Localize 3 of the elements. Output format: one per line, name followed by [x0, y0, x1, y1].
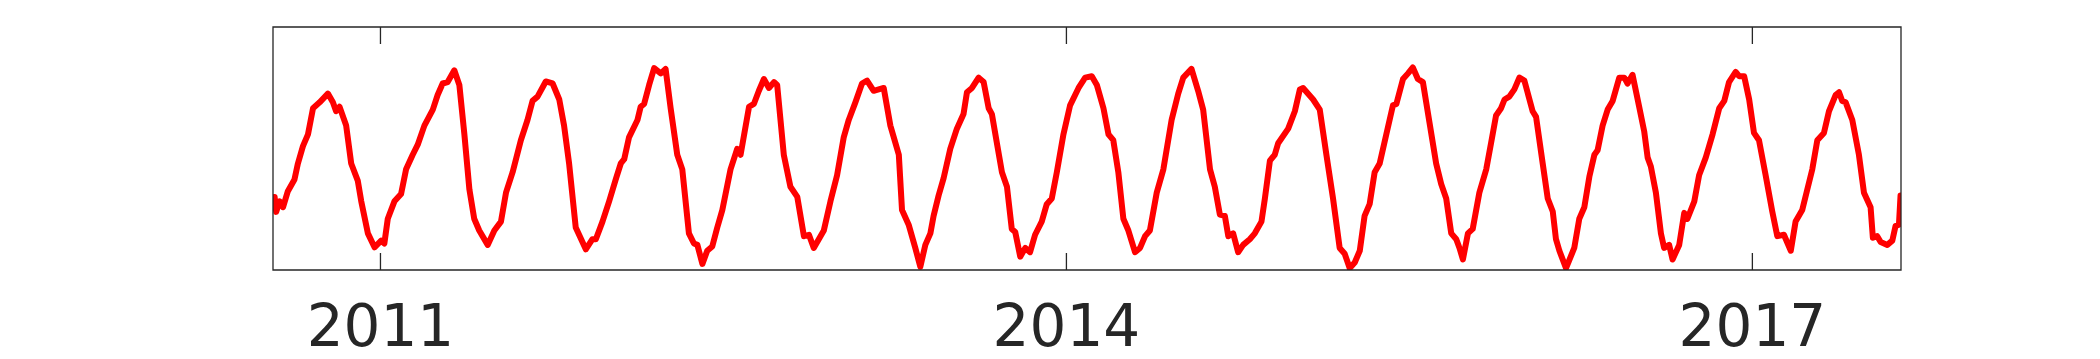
x-tick-label: 2014 — [992, 291, 1141, 359]
x-tick-label: 2011 — [306, 291, 455, 359]
x-tick-label: 2017 — [1678, 291, 1827, 359]
